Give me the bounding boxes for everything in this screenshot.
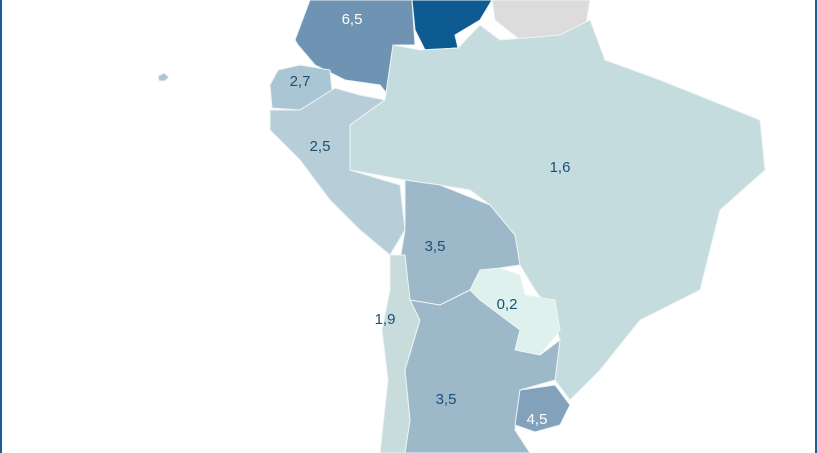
country-value: 2,5 — [310, 138, 331, 155]
islands — [157, 72, 170, 82]
country-value: 1,6 — [550, 159, 571, 176]
country — [411, 0, 493, 51]
country — [404, 289, 561, 453]
country-value: 4,5 — [527, 411, 548, 428]
country — [514, 384, 571, 433]
country-value: 0,2 — [497, 296, 518, 313]
country-value: 3,5 — [436, 391, 457, 408]
country — [349, 19, 766, 401]
country-value: 3,5 — [425, 238, 446, 255]
country-value: 2,7 — [290, 73, 311, 90]
country-value: 6,5 — [342, 11, 363, 28]
country-value: 1,9 — [375, 311, 396, 328]
country — [269, 87, 406, 256]
